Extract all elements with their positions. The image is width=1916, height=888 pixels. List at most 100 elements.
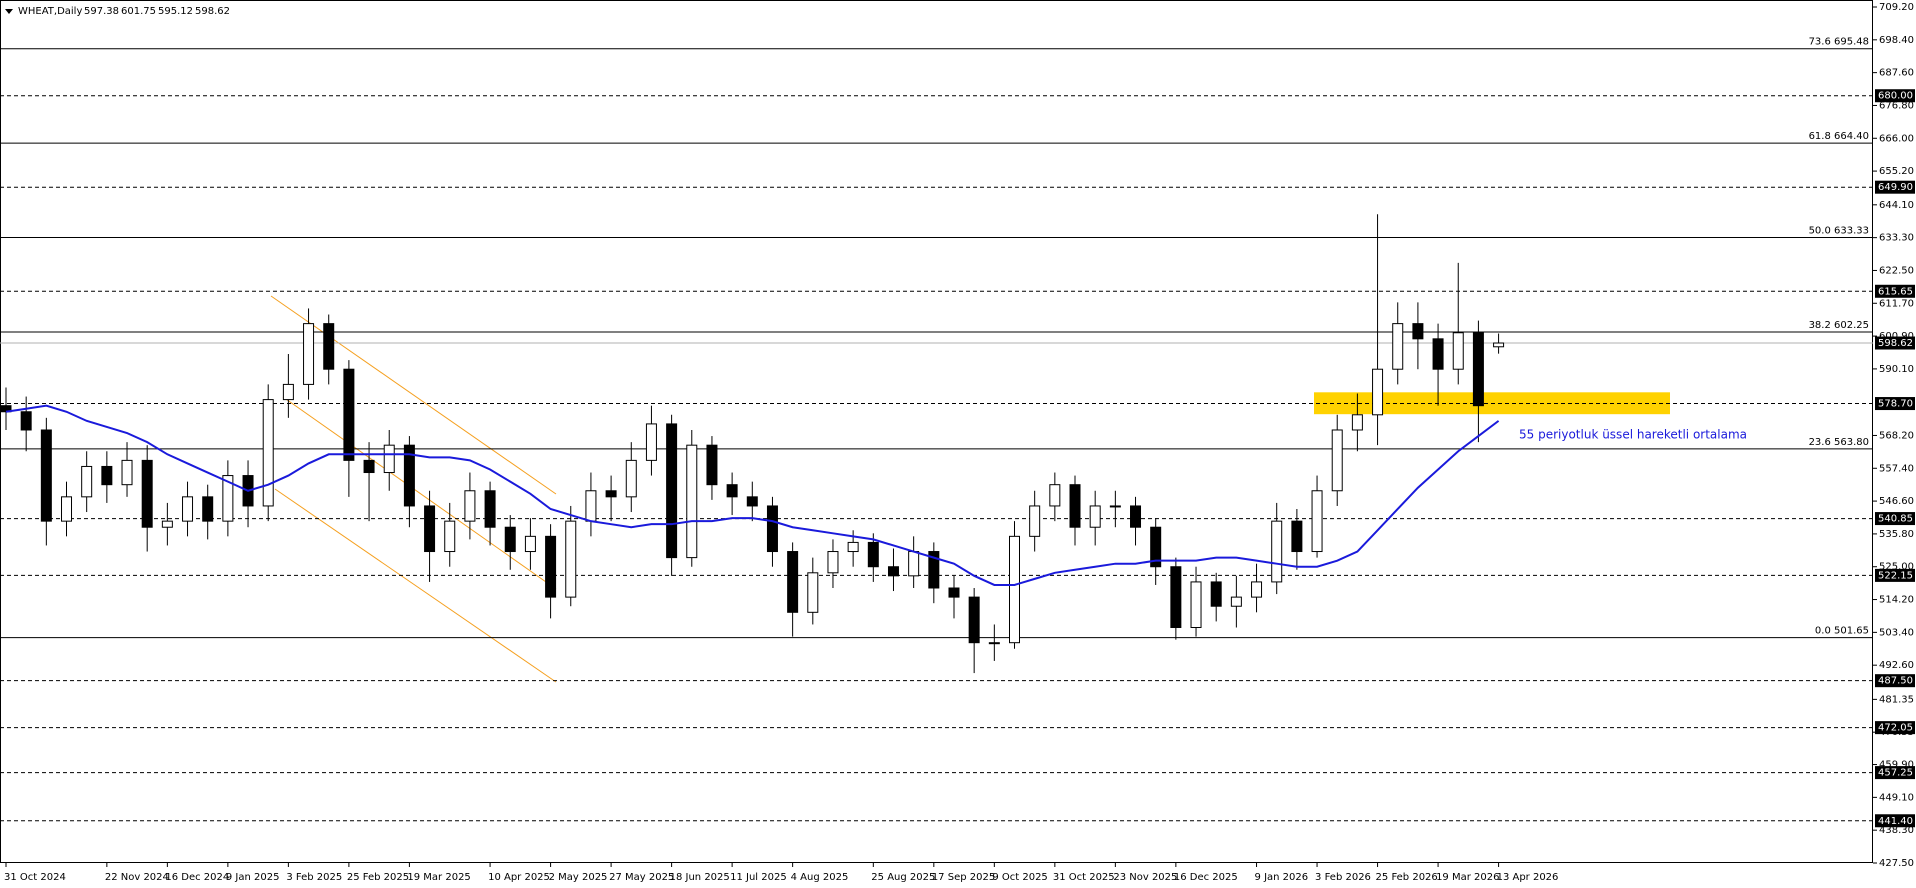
x-tick-label: 27 May 2025 bbox=[609, 872, 674, 883]
candle-body bbox=[968, 596, 980, 644]
x-tick-label: 16 Dec 2025 bbox=[1174, 872, 1238, 883]
candle-body bbox=[303, 323, 315, 385]
candle-body bbox=[20, 411, 32, 431]
y-tick-label: 655.20 bbox=[1879, 166, 1914, 177]
y-tick-label: 676.80 bbox=[1879, 100, 1914, 111]
candle-body bbox=[484, 490, 496, 528]
level-tag-label: 649.90 bbox=[1878, 182, 1913, 193]
x-tick-label: 18 Jun 2025 bbox=[670, 872, 730, 883]
plot-frame bbox=[0, 0, 1873, 863]
candle-body bbox=[908, 551, 920, 577]
last-price-tag-label: 598.62 bbox=[1878, 338, 1913, 349]
candle-body bbox=[504, 526, 516, 553]
candle-body bbox=[383, 444, 395, 474]
candle-body bbox=[1412, 323, 1424, 340]
candle-body bbox=[403, 444, 415, 507]
candle-body bbox=[1392, 323, 1404, 370]
candle-body bbox=[847, 541, 859, 553]
menu-arrow bbox=[5, 9, 13, 14]
level-tag bbox=[1875, 568, 1915, 582]
candle-body bbox=[585, 490, 597, 522]
candle-body bbox=[1432, 338, 1444, 370]
candle-body bbox=[1009, 535, 1020, 644]
candle-body bbox=[565, 520, 577, 598]
candle-body bbox=[1170, 566, 1182, 629]
candle-body bbox=[1351, 414, 1363, 431]
y-tick-label: 514.20 bbox=[1879, 595, 1914, 606]
level-tag bbox=[1875, 814, 1915, 828]
candle-body bbox=[787, 551, 799, 613]
candle-body bbox=[444, 520, 456, 553]
y-tick-label: 644.10 bbox=[1879, 200, 1914, 211]
candle-body bbox=[625, 459, 637, 498]
x-tick-label: 17 Sep 2025 bbox=[932, 872, 995, 883]
candle-body bbox=[887, 566, 899, 577]
header-low: 595.12 bbox=[158, 6, 193, 17]
level-tag-label: 472.05 bbox=[1878, 723, 1913, 734]
candle-body bbox=[1251, 581, 1263, 598]
x-tick-label: 11 Jul 2025 bbox=[730, 872, 787, 883]
x-tick-label: 4 Aug 2025 bbox=[791, 872, 849, 883]
candle-body bbox=[141, 459, 153, 528]
x-tick-label: 9 Oct 2025 bbox=[992, 872, 1047, 883]
candle-body bbox=[948, 587, 960, 598]
level-tag bbox=[1875, 397, 1915, 411]
y-tick-label: 459.90 bbox=[1879, 760, 1914, 771]
y-tick-label: 666.00 bbox=[1879, 133, 1914, 144]
y-tick-label: 503.40 bbox=[1879, 627, 1914, 638]
x-tick-label: 25 Aug 2025 bbox=[871, 872, 935, 883]
x-tick-label: 23 Nov 2025 bbox=[1113, 872, 1177, 883]
candle-body bbox=[1372, 368, 1384, 416]
level-tag bbox=[1875, 721, 1915, 735]
candle-body bbox=[464, 490, 476, 522]
x-tick-label: 13 Apr 2026 bbox=[1497, 872, 1559, 883]
y-tick-label: 687.60 bbox=[1879, 68, 1914, 79]
level-tag-label: 578.70 bbox=[1878, 399, 1913, 410]
level-tag bbox=[1875, 766, 1915, 780]
x-tick-label: 25 Feb 2025 bbox=[347, 872, 409, 883]
candle-body bbox=[61, 496, 73, 522]
candle-body bbox=[121, 459, 133, 486]
candle-body bbox=[706, 444, 718, 486]
ema-line bbox=[5, 404, 1500, 586]
y-tick-label: 633.30 bbox=[1879, 233, 1914, 244]
x-tick-label: 9 Jan 2026 bbox=[1255, 872, 1309, 883]
candle-body bbox=[1049, 484, 1061, 507]
candle-body bbox=[81, 465, 93, 498]
fib-label: 73.6 695.48 bbox=[1809, 37, 1869, 48]
fib-label: 23.6 563.80 bbox=[1809, 437, 1869, 448]
fib-label: 50.0 633.33 bbox=[1809, 226, 1869, 237]
x-tick-label: 9 Jan 2025 bbox=[226, 872, 280, 883]
candle-body bbox=[262, 399, 274, 507]
level-tag-label: 441.40 bbox=[1878, 816, 1913, 827]
fib-label: 61.8 664.40 bbox=[1809, 131, 1869, 142]
candle-body bbox=[1109, 505, 1121, 508]
candle-body bbox=[1271, 520, 1283, 583]
y-tick-label: 557.40 bbox=[1879, 463, 1914, 474]
level-tag-label: 522.15 bbox=[1878, 570, 1913, 581]
candle-body bbox=[161, 520, 173, 528]
candle-body bbox=[282, 383, 294, 401]
last-price-tag bbox=[1875, 336, 1915, 350]
candle-body bbox=[1069, 484, 1081, 528]
level-tag-label: 540.85 bbox=[1878, 514, 1913, 525]
x-tick-label: 19 Mar 2026 bbox=[1436, 872, 1499, 883]
candle-body bbox=[1331, 429, 1343, 492]
candle-body bbox=[101, 465, 113, 486]
level-tag bbox=[1875, 89, 1915, 103]
candle-body bbox=[363, 459, 375, 474]
candle-body bbox=[928, 551, 940, 589]
header-high: 601.75 bbox=[121, 6, 156, 17]
x-tick-label: 25 Feb 2026 bbox=[1376, 872, 1438, 883]
candle-body bbox=[645, 423, 657, 461]
x-tick-label: 2 May 2025 bbox=[549, 872, 608, 883]
candle-body bbox=[222, 475, 234, 522]
level-tag-label: 487.50 bbox=[1878, 676, 1913, 687]
candle-body bbox=[1190, 581, 1202, 629]
x-tick-label: 3 Feb 2025 bbox=[286, 872, 342, 883]
candle-body bbox=[343, 368, 355, 461]
candle-body bbox=[1210, 581, 1222, 607]
candle-body bbox=[1311, 490, 1323, 553]
candle-body bbox=[726, 484, 738, 498]
